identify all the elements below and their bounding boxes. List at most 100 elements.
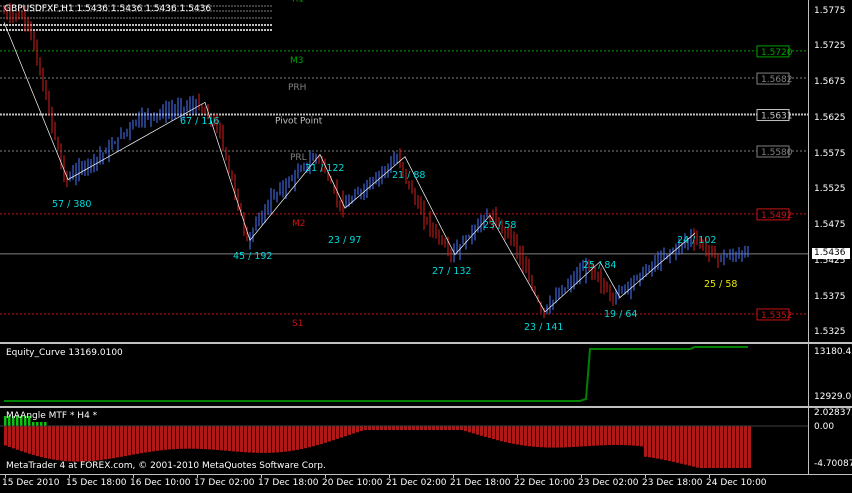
- angle-bar-negative: [212, 426, 215, 450]
- angle-bar-negative: [552, 426, 555, 448]
- angle-bar-negative: [92, 426, 95, 461]
- equity-plot-area[interactable]: Equity_Curve 13169.0100: [0, 344, 809, 406]
- angle-bar-negative: [524, 426, 527, 446]
- time-tick-mark: [645, 475, 646, 478]
- equity-panel[interactable]: Equity_Curve 13169.0100 13180.43 12929.0…: [0, 344, 852, 406]
- angle-bar-negative: [188, 426, 191, 449]
- angle-bar-negative: [204, 426, 207, 450]
- angle-bar-negative: [108, 426, 111, 459]
- angle-bar-negative: [260, 426, 263, 453]
- angle-bar-negative: [440, 426, 443, 430]
- angle-bar-negative: [232, 426, 235, 452]
- angle-bar-negative: [592, 426, 595, 446]
- price-tick: 1.5725: [814, 41, 846, 52]
- angle-bar-negative: [720, 426, 723, 468]
- zigzag-label: 45 / 192: [233, 251, 272, 262]
- angle-bar-negative: [244, 426, 247, 453]
- zigzag-label: 27 / 132: [432, 266, 471, 277]
- equity-label: Equity_Curve 13169.0100: [6, 348, 123, 358]
- angle-bar-positive: [28, 416, 31, 426]
- pivot-level-value: 1.5720: [761, 48, 793, 58]
- equity-tick-high: 13180.43: [814, 347, 852, 357]
- angle-bar-negative: [584, 426, 587, 447]
- angle-bar-negative: [652, 426, 655, 458]
- angle-bar-positive: [4, 416, 7, 426]
- maangle-tick-min: -4.700879: [814, 459, 852, 469]
- time-tick: 24 Dec 10:00: [706, 478, 767, 488]
- angle-bar-negative: [616, 426, 619, 445]
- equity-curve-line: [4, 346, 748, 402]
- angle-bar-negative: [20, 426, 23, 452]
- angle-bar-negative: [564, 426, 567, 448]
- angle-bar-negative: [408, 426, 411, 430]
- zigzag-label: 23 / 58: [483, 220, 516, 231]
- angle-bar-negative: [392, 426, 395, 430]
- angle-bar-negative: [268, 426, 271, 453]
- angle-bar-negative: [660, 426, 663, 460]
- pivot-level-box: [756, 145, 790, 158]
- angle-bar-negative: [548, 426, 551, 448]
- angle-bar-negative: [468, 426, 471, 433]
- angle-bar-negative: [556, 426, 559, 448]
- angle-bar-negative: [52, 426, 55, 460]
- angle-bar-negative: [384, 426, 387, 430]
- angle-bar-negative: [488, 426, 491, 439]
- angle-bar-negative: [588, 426, 591, 447]
- angle-bar-negative: [360, 426, 363, 432]
- time-tick-mark: [325, 475, 326, 478]
- maangle-plot-area[interactable]: MAAngle MTF * H4 * MetaTrader 4 at FOREX…: [0, 408, 809, 474]
- angle-bar-negative: [172, 426, 175, 450]
- zigzag-label: 67 / 116: [180, 116, 219, 127]
- angle-bar-positive: [44, 422, 47, 426]
- pivot-level-value: 1.5580: [761, 148, 793, 158]
- angle-bar-negative: [28, 426, 31, 454]
- angle-bar-negative: [288, 426, 291, 452]
- angle-bar-negative: [472, 426, 475, 434]
- angle-bar-negative: [648, 426, 651, 458]
- angle-bar-negative: [712, 426, 715, 468]
- angle-bar-negative: [508, 426, 511, 443]
- angle-bar-negative: [104, 426, 107, 460]
- angle-bar-negative: [312, 426, 315, 447]
- angle-bar-positive: [16, 416, 19, 426]
- equity-tick-low: 12929.08: [814, 392, 852, 402]
- time-tick: 17 Dec 18:00: [258, 478, 319, 488]
- angle-bar-negative: [420, 426, 423, 430]
- angle-bar-negative: [148, 426, 151, 452]
- angle-bar-negative: [688, 426, 691, 466]
- angle-bar-negative: [308, 426, 311, 448]
- pivot-level-value: 1.5682: [761, 75, 793, 85]
- pivot-level-name: M2: [292, 219, 306, 229]
- angle-bar-negative: [640, 426, 643, 447]
- angle-bar-negative: [44, 426, 47, 458]
- price-tick: 1.5625: [814, 112, 846, 123]
- angle-bar-negative: [748, 426, 751, 468]
- angle-bar-positive: [40, 422, 43, 426]
- angle-bar-negative: [376, 426, 379, 430]
- angle-bar-negative: [120, 426, 123, 457]
- angle-bar-negative: [736, 426, 739, 468]
- price-tick: 1.5325: [814, 327, 846, 338]
- time-tick-mark: [389, 475, 390, 478]
- angle-bar-negative: [180, 426, 183, 449]
- angle-bar-negative: [480, 426, 483, 436]
- angle-bar-negative: [256, 426, 259, 453]
- pivot-level-name: R1: [292, 0, 304, 4]
- pivot-level-value: 1.5492: [761, 211, 793, 221]
- price-tick: 1.5575: [814, 148, 846, 159]
- angle-bar-negative: [124, 426, 127, 457]
- angle-bar-negative: [276, 426, 279, 453]
- angle-bar-negative: [388, 426, 391, 430]
- angle-bar-negative: [604, 426, 607, 446]
- time-tick-mark: [261, 475, 262, 478]
- angle-bar-negative: [136, 426, 139, 454]
- angle-bar-negative: [560, 426, 563, 448]
- zigzag-line: [3, 22, 696, 313]
- angle-bar-negative: [296, 426, 299, 450]
- angle-bar-negative: [632, 426, 635, 446]
- zigzag-label: 21 / 88: [392, 170, 425, 181]
- zigzag-label: 57 / 380: [52, 199, 91, 210]
- maangle-panel[interactable]: MAAngle MTF * H4 * MetaTrader 4 at FOREX…: [0, 408, 852, 474]
